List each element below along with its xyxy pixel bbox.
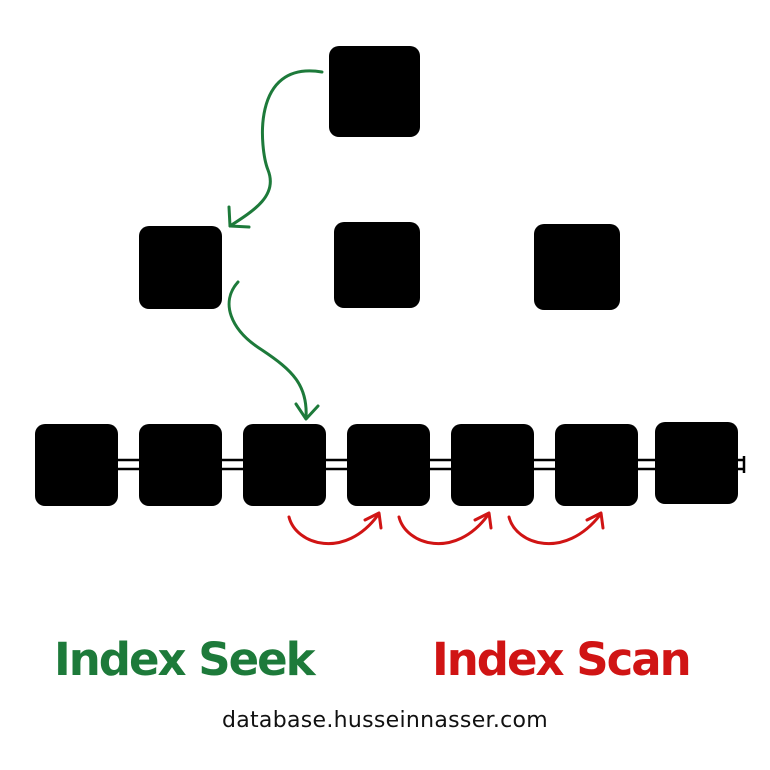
- index-scan-label: Index Scan: [432, 633, 692, 686]
- scan-arrow-1: [287, 511, 383, 545]
- leaf-node-7: [655, 422, 738, 504]
- internal-node-1: [139, 226, 222, 309]
- root-node: [329, 46, 420, 137]
- scan-arrow-2: [397, 511, 493, 545]
- leaf-node-1: [35, 424, 118, 506]
- leaf-node-2: [139, 424, 222, 506]
- index-seek-label: Index Seek: [54, 633, 316, 686]
- leaf-node-6: [555, 424, 638, 506]
- internal-node-3: [534, 224, 620, 310]
- leaf-node-5: [451, 424, 534, 506]
- scan-arrow-3: [507, 511, 605, 545]
- leaf-node-4: [347, 424, 430, 506]
- internal-node-2: [334, 222, 420, 308]
- leaf-node-3: [243, 424, 326, 506]
- seek-arrow-root-to-internal: [227, 69, 324, 229]
- site-url: database.husseinnasser.com: [221, 708, 549, 733]
- seek-arrow-internal-to-leaf: [227, 280, 320, 421]
